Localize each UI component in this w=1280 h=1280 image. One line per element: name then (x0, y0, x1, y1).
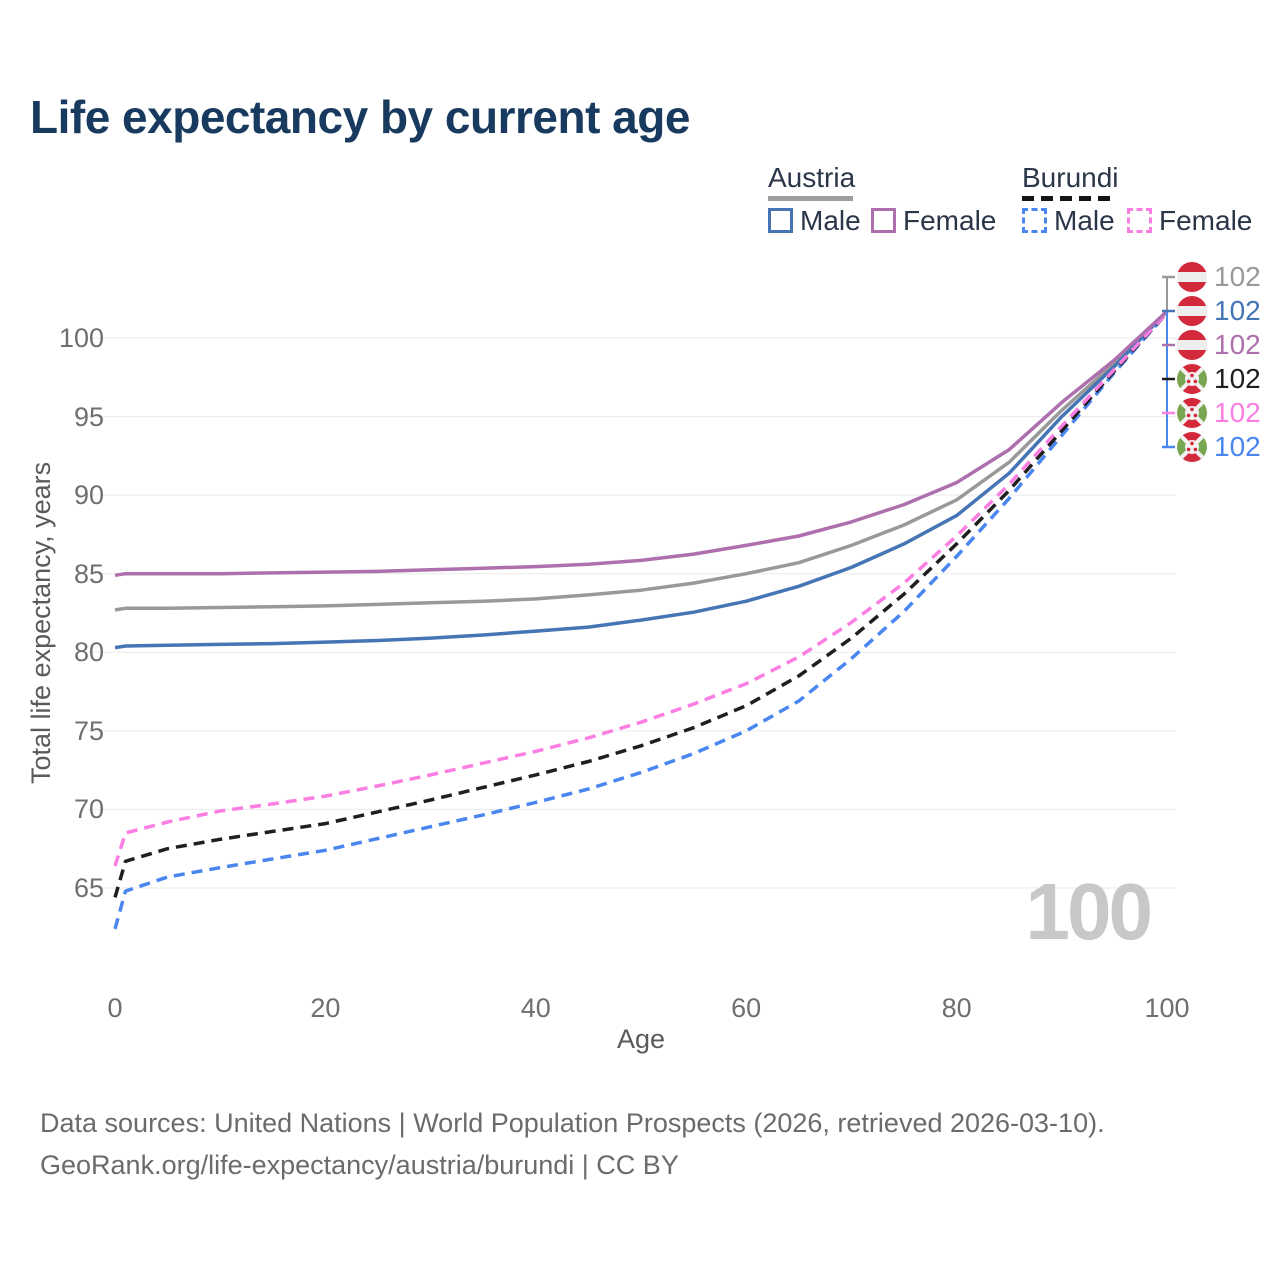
legend-item-austria-male[interactable]: Male (800, 205, 861, 236)
y-tick-label: 95 (73, 401, 104, 432)
burundi-dashed-line-swatch (1022, 196, 1113, 201)
hovered-age-watermark: 100 (1025, 867, 1153, 956)
end-value: 102 (1214, 295, 1261, 326)
y-tick-label: 75 (73, 715, 104, 746)
austria-solid-line-swatch (768, 196, 853, 201)
y-tick-label: 65 (73, 873, 104, 903)
end-value: 102 (1214, 397, 1261, 428)
end-label-austria-female: 102 (1177, 328, 1261, 362)
burundi-male-swatch[interactable] (1022, 208, 1047, 233)
x-tick-label: 0 (107, 993, 123, 1023)
legend-group-austria[interactable]: Austria (768, 162, 856, 193)
legend-item-burundi-female[interactable]: Female (1159, 205, 1253, 236)
y-axis-title: Total life expectancy, years (26, 461, 56, 785)
end-value: 102 (1214, 431, 1261, 462)
data-source-note: Data sources: United Nations | World Pop… (40, 1108, 1105, 1138)
burundi-flag-icon (1177, 432, 1207, 462)
series-line-austria-male[interactable] (114, 310, 1169, 650)
austria-female-swatch[interactable] (871, 208, 896, 233)
austria-flag-icon (1177, 330, 1207, 360)
series-line-austria-female[interactable] (114, 310, 1169, 578)
austria-male-swatch[interactable] (768, 208, 793, 233)
burundi-flag-icon (1177, 398, 1207, 428)
y-tick-label: 70 (73, 794, 104, 825)
austria-flag-icon (1177, 296, 1207, 326)
end-label-burundi-male: 102 (1177, 430, 1261, 464)
legend-item-burundi-male[interactable]: Male (1054, 205, 1115, 236)
x-tick-label: 60 (731, 993, 762, 1023)
burundi-female-swatch[interactable] (1127, 208, 1152, 233)
x-tick-label: 40 (520, 993, 551, 1023)
y-tick-label: 85 (73, 558, 104, 589)
end-label-burundi-female: 102 (1177, 396, 1261, 430)
x-tick-label: 80 (941, 993, 972, 1023)
end-label-austria-total: 102 (1177, 260, 1261, 294)
x-tick-label: 20 (310, 993, 341, 1023)
y-tick-label: 90 (73, 480, 104, 511)
end-label-austria-male: 102 (1177, 294, 1261, 328)
y-tick-label: 100 (58, 323, 104, 353)
end-value: 102 (1214, 261, 1261, 292)
end-label-burundi-total: 102 (1177, 362, 1261, 396)
x-tick-label: 100 (1144, 993, 1190, 1023)
legend-item-austria-female[interactable]: Female (903, 205, 997, 236)
series-line-burundi-male[interactable] (113, 311, 1169, 930)
austria-flag-icon (1177, 262, 1207, 292)
series-line-austria-total[interactable] (114, 310, 1169, 612)
burundi-flag-icon (1177, 364, 1207, 394)
end-value: 102 (1214, 363, 1261, 394)
source-url[interactable]: GeoRank.org/life-expectancy/austria/buru… (40, 1150, 679, 1180)
chart-title: Life expectancy by current age (30, 91, 690, 143)
x-axis-title: Age (616, 1024, 666, 1054)
legend-group-burundi[interactable]: Burundi (1022, 162, 1119, 193)
end-value: 102 (1214, 329, 1261, 360)
y-tick-label: 80 (73, 637, 104, 668)
